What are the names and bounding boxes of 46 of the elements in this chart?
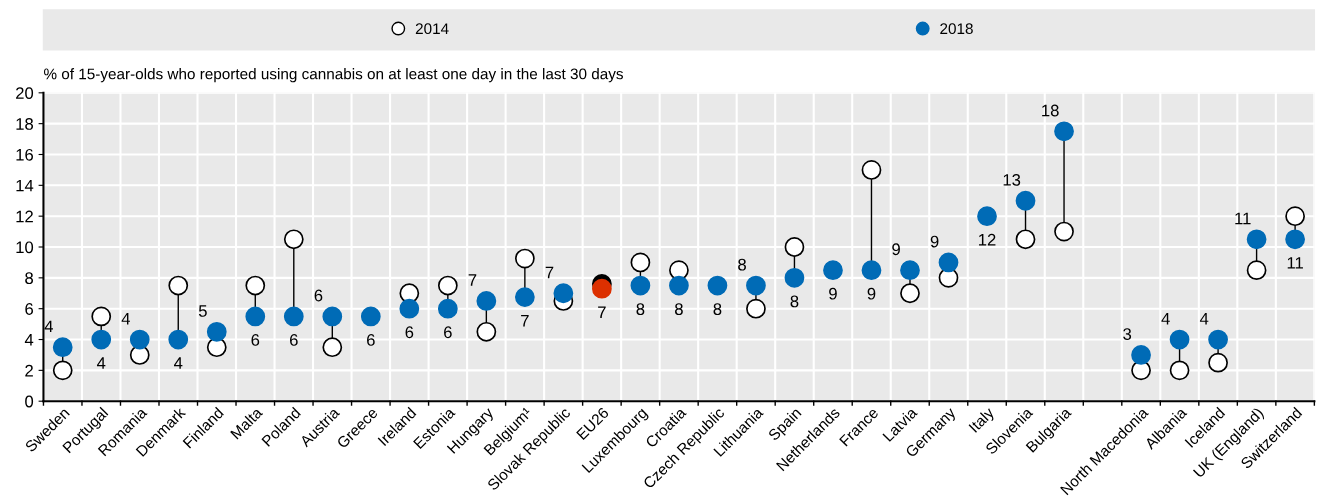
data-label: 11 (1235, 212, 1251, 225)
data-label: 7 (598, 306, 606, 318)
y-tick-label: 0 (25, 395, 34, 408)
y-tick-label: 20 (16, 87, 34, 100)
data-label: 9 (930, 235, 939, 248)
data-label: 4 (1161, 312, 1170, 325)
legend-label: 2018 (940, 23, 973, 35)
data-label: 6 (405, 326, 414, 339)
data-label: 6 (444, 326, 452, 339)
data-label: 8 (713, 303, 722, 316)
data-label: 9 (829, 287, 837, 300)
y-tick-label: 12 (16, 210, 33, 223)
data-label: 7 (545, 266, 554, 279)
data-label: 5 (198, 305, 207, 317)
data-label: 4 (174, 357, 183, 369)
data-label: 6 (290, 334, 298, 346)
data-label: 6 (367, 334, 375, 346)
data-label: 4 (44, 320, 53, 333)
data-label: 9 (892, 243, 900, 256)
data-label: 8 (790, 295, 799, 308)
y-axis-title: % of 15-year-olds who reported using cannabis on at least one day in the last 30 days (44, 68, 623, 83)
y-tick-label: 10 (16, 241, 34, 254)
data-label: 4 (121, 312, 130, 325)
data-label: 6 (251, 334, 260, 346)
data-label: 7 (468, 274, 477, 286)
data-label: 13 (1003, 173, 1021, 186)
data-label: 4 (1199, 312, 1209, 325)
data-label: 11 (1287, 257, 1303, 269)
y-tick-label: 6 (25, 303, 34, 315)
data-label: 18 (1042, 104, 1059, 117)
y-tick-label: 8 (25, 272, 34, 285)
y-tick-label: 14 (16, 179, 34, 192)
data-label: 4 (96, 357, 106, 369)
data-label: 12 (979, 233, 996, 246)
data-label: 6 (314, 289, 323, 302)
y-tick-label: 16 (16, 148, 34, 161)
data-label: 9 (867, 287, 876, 300)
legend-label: 2014 (415, 23, 449, 35)
data-label: 7 (521, 314, 529, 327)
data-label: 8 (636, 303, 645, 316)
data-label: 3 (1123, 328, 1132, 340)
y-tick-label: 18 (16, 118, 34, 130)
y-tick-label: 4 (24, 334, 34, 346)
data-label: 8 (675, 303, 683, 316)
data-label: 8 (738, 258, 746, 271)
y-tick-label: 2 (25, 364, 33, 377)
